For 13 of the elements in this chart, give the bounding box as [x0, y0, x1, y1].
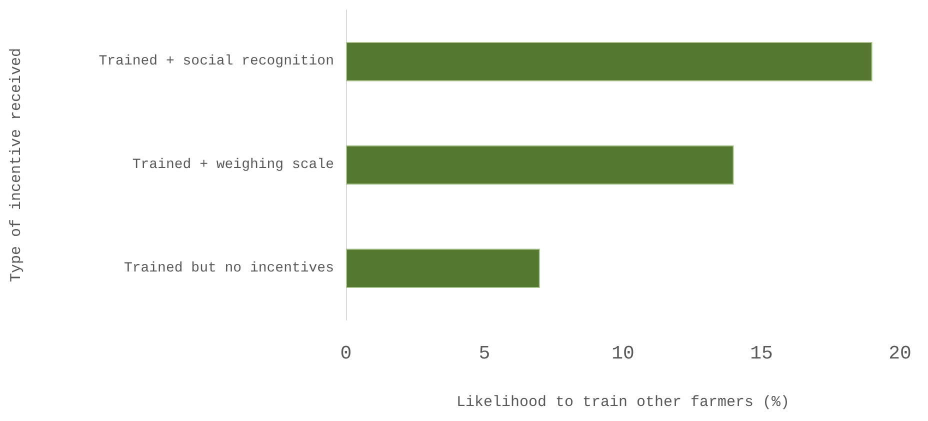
x-tick-label: 15 [750, 342, 773, 364]
bar [346, 145, 734, 185]
y-tick-label: Trained + social recognition [98, 54, 334, 70]
x-tick-label: 5 [478, 342, 490, 364]
x-tick-label: 10 [612, 342, 634, 364]
bar [346, 248, 540, 288]
bar [346, 42, 872, 82]
y-axis-title: Type of incentive received [8, 48, 25, 282]
y-tick-label: Trained but no incentives [124, 260, 334, 276]
y-tick-label: Trained + weighing scale [132, 157, 334, 173]
x-tick-label: 20 [888, 342, 912, 364]
x-tick-label: 0 [340, 342, 352, 364]
x-axis-title: Likelihood to train other farmers (%) [456, 394, 790, 411]
